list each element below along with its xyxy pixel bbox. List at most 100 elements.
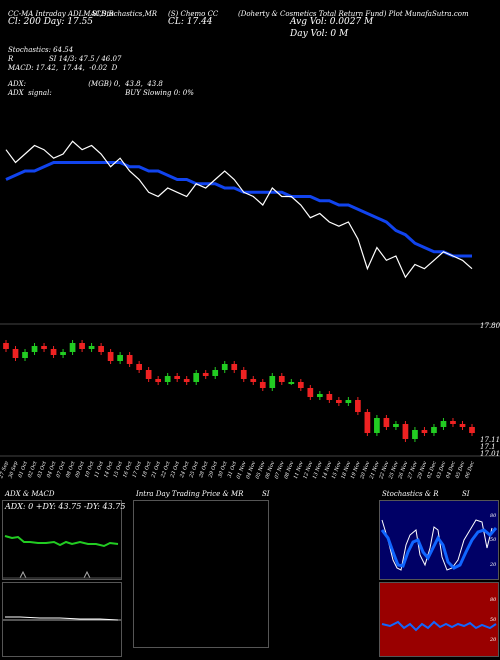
candle [145, 370, 152, 379]
candle [383, 418, 390, 427]
candle [421, 430, 428, 433]
date-tick-label: 04 Dec [445, 460, 457, 479]
candle [297, 382, 304, 388]
date-tick-label: 10 Oct [84, 460, 96, 479]
candle [155, 379, 162, 382]
candle [393, 424, 399, 427]
candle [31, 346, 38, 352]
candle [41, 346, 47, 349]
adx-arrow-2 [83, 570, 91, 579]
candle [88, 346, 95, 349]
date-tick-label: 01 Nov [236, 460, 248, 479]
date-tick-label: 06 Dec [464, 460, 476, 479]
candle [240, 370, 247, 379]
stoch-panel-si: SI [462, 490, 470, 498]
candle [402, 424, 409, 439]
date-tick-label: 30 Sep [8, 460, 20, 479]
date-tick-label: 14 Nov [321, 460, 333, 479]
header-fund-name: (Doherty & Cosmetics Total Return Fund) … [238, 10, 469, 18]
intraday-panel-si: SI [262, 490, 270, 498]
date-tick-label: 03 Dec [436, 460, 448, 479]
adx-line [4, 535, 119, 548]
stoch-panel-title: Stochastics & R [382, 490, 439, 498]
price-axis-bottom-c: 17.01 [480, 450, 500, 458]
info-adx-signal: ADX signal: BUY Slowing 0: 0% [8, 89, 194, 97]
date-tick-label: 07 Nov [274, 460, 286, 479]
date-tick-label: 13 Nov [312, 460, 324, 479]
candle [374, 418, 380, 433]
header-avg-vol: Avg Vol: 0.0027 M [290, 17, 374, 27]
price-axis-bottom-a: 17.11 [480, 436, 500, 444]
candle [259, 382, 266, 388]
si-tick-20: 20 [490, 637, 497, 643]
stoch-tick-50: 50 [490, 537, 497, 543]
date-tick-label: 16 Oct [122, 460, 134, 479]
si-tick-80: 80 [490, 597, 497, 603]
candle [22, 352, 28, 358]
si-line [381, 620, 497, 632]
candle [355, 400, 361, 412]
date-tick-label: 04 Oct [46, 460, 58, 479]
candle [450, 421, 456, 424]
date-tick-label: 11 Oct [94, 460, 106, 479]
candle [202, 373, 209, 376]
date-tick-label: 30 Oct [217, 460, 229, 479]
candle [12, 349, 19, 358]
info-stochastics: Stochastics: 64.54 [8, 46, 74, 54]
candle [3, 343, 9, 349]
candle [307, 388, 314, 397]
candle [174, 376, 181, 379]
date-tick-label: 31 Oct [227, 460, 239, 479]
header-day-vol: Day Vol: 0 M [290, 29, 349, 39]
candle [469, 427, 475, 433]
macd-line [5, 616, 119, 621]
candle [117, 355, 123, 361]
candle [212, 370, 219, 376]
date-tick-label: 11 Nov [293, 460, 305, 479]
header-symbol: (S) Chemo CC [168, 10, 219, 18]
date-tick-label: 04 Nov [245, 460, 257, 479]
candle [136, 364, 142, 370]
date-tick-label: 05 Dec [455, 460, 467, 479]
close-price-line [5, 140, 473, 279]
info-macd: MACD: 17.42, 17.44, -0.02 D [8, 64, 118, 72]
date-tick-label: 02 Oct [27, 460, 39, 479]
date-tick-label: 03 Oct [37, 460, 49, 479]
candle [98, 346, 104, 352]
date-tick-label: 18 Nov [340, 460, 352, 479]
date-tick-label: 19 Nov [350, 460, 362, 479]
candle [326, 394, 333, 400]
candle [79, 343, 85, 349]
date-tick-label: 17 Oct [132, 460, 144, 479]
date-tick-label: 27 Sep [0, 460, 10, 480]
candle [345, 400, 352, 403]
stoch-tick-80: 80 [490, 513, 497, 519]
adx-panel-title: ADX & MACD [5, 490, 55, 498]
info-adx: ADX: (MGB) 0, 43.8, 43.8 [8, 80, 163, 88]
candle [193, 373, 200, 382]
candle [60, 352, 66, 355]
date-tick-label: 14 Oct [103, 460, 115, 479]
header-ticker: CC-MA Intraday ADLMACD,R [8, 10, 114, 18]
adx-panel [2, 500, 122, 580]
header-indicators: SI,Stochastics,MR [92, 10, 158, 18]
adx-values: ADX: 0 +DY: 43.75 -DY: 43.75 [5, 502, 126, 511]
candle [50, 349, 57, 355]
intraday-panel [133, 500, 269, 648]
candle [126, 355, 133, 364]
date-tick-label: 18 Oct [141, 460, 153, 479]
candle [431, 427, 437, 433]
candle [231, 364, 238, 370]
candle [459, 424, 466, 427]
date-tick-label: 15 Oct [113, 460, 125, 479]
candle [107, 352, 114, 361]
candle [250, 379, 257, 382]
adx-arrow-1 [19, 570, 27, 579]
price-axis-top: 17.80 [480, 322, 500, 330]
intraday-panel-title: Intra Day Trading Price & MR [136, 490, 244, 498]
price-axis-bottom-b: 17.1 [480, 443, 496, 451]
candle [221, 364, 228, 370]
date-tick-label: 09 Oct [75, 460, 87, 479]
candle [269, 376, 276, 388]
